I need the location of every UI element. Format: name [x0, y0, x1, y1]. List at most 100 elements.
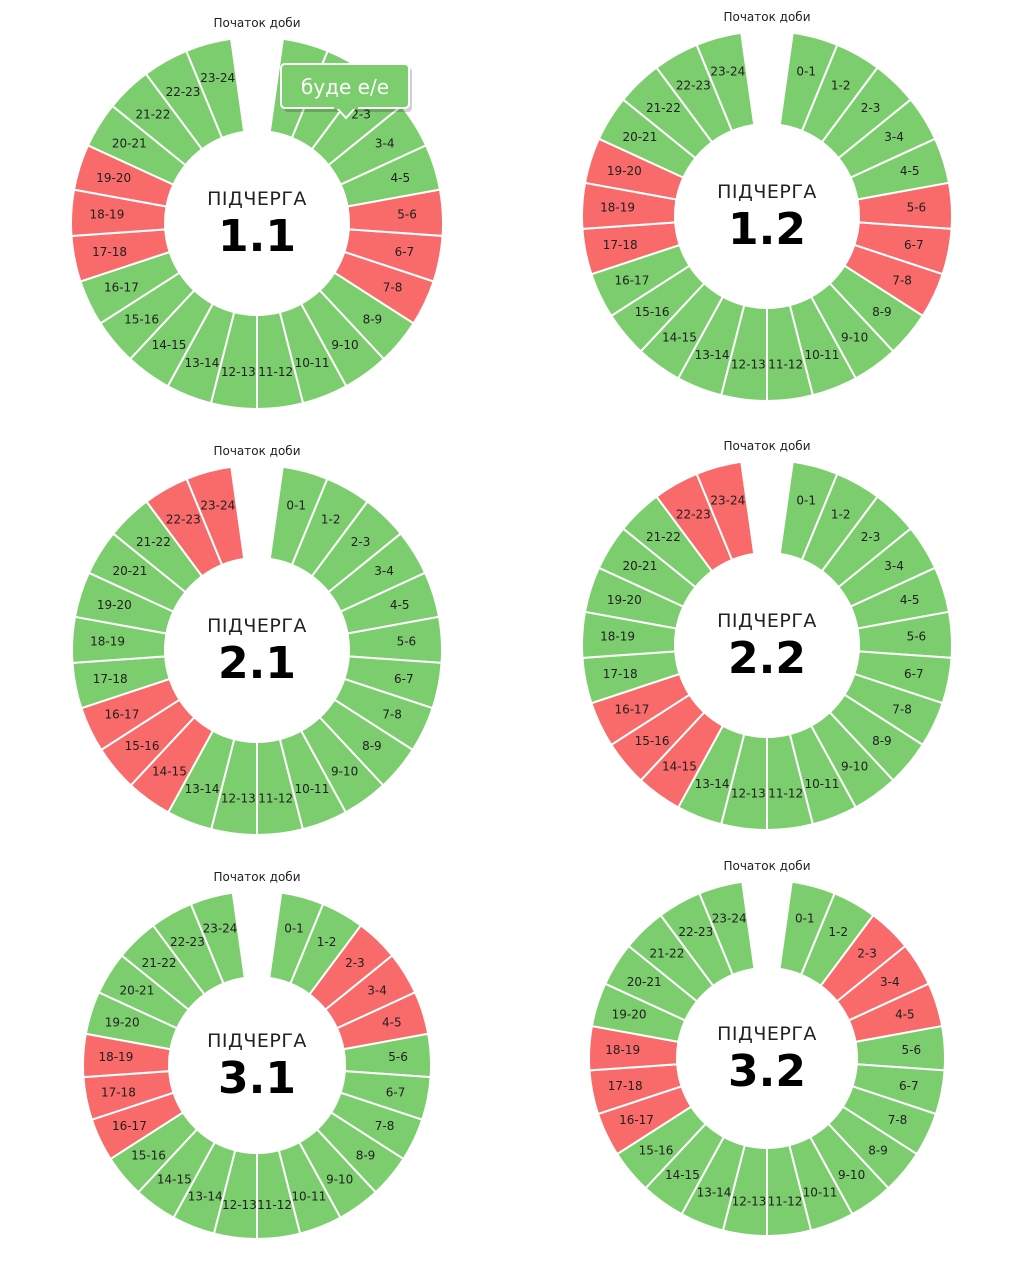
hour-label: 1-2: [831, 508, 851, 522]
hour-label: 20-21: [112, 137, 147, 151]
hour-label: 22-23: [676, 508, 711, 522]
subqueue-label: ПІДЧЕРГА: [207, 615, 307, 637]
hour-label: 19-20: [607, 164, 642, 178]
hour-label: 5-6: [907, 630, 927, 644]
hour-label: 2-3: [345, 956, 365, 970]
hour-label: 19-20: [96, 171, 131, 185]
hour-label: 15-16: [639, 1144, 674, 1158]
hour-label: 6-7: [386, 1085, 406, 1099]
hour-label: 18-19: [98, 1050, 133, 1064]
hour-label: 19-20: [607, 593, 642, 607]
hour-label: 17-18: [93, 672, 128, 686]
hour-label: 14-15: [152, 338, 187, 352]
subqueue-number: 3.1: [218, 1053, 296, 1104]
hour-label: 19-20: [97, 598, 132, 612]
hour-label: 18-19: [600, 630, 635, 644]
hour-label: 16-17: [619, 1113, 654, 1127]
subqueue-label: ПІДЧЕРГА: [207, 188, 307, 210]
hour-label: 22-23: [678, 925, 713, 939]
hour-label: 11-12: [768, 358, 803, 372]
hour-label: 0-1: [796, 65, 816, 79]
subqueue-number: 2.1: [218, 638, 296, 689]
hour-label: 17-18: [608, 1079, 643, 1093]
hour-label: 21-22: [136, 535, 171, 549]
hour-label: 1-2: [321, 513, 341, 527]
hour-segment-23-24[interactable]: [695, 460, 756, 562]
start-of-day-label: Початок доби: [723, 10, 810, 24]
hour-label: 14-15: [662, 330, 697, 344]
hour-label: 7-8: [892, 273, 912, 287]
hour-label: 18-19: [89, 208, 124, 222]
hour-segment-23-24[interactable]: [189, 891, 246, 985]
hour-segment-23-24[interactable]: [185, 465, 246, 567]
queue-chart-1.1: 0-11-22-33-44-55-66-77-88-99-1010-1111-1…: [70, 16, 444, 411]
hour-label: 20-21: [627, 975, 662, 989]
hour-label: 10-11: [804, 777, 839, 791]
hour-segment-23-24[interactable]: [695, 31, 756, 133]
hour-label: 16-17: [112, 1119, 147, 1133]
hour-label: 9-10: [841, 759, 868, 773]
hour-label: 12-13: [222, 1198, 257, 1212]
hour-label: 23-24: [203, 922, 238, 936]
hour-label: 18-19: [90, 635, 125, 649]
hour-label: 9-10: [331, 764, 358, 778]
start-of-day-label: Початок доби: [723, 439, 810, 453]
hour-label: 7-8: [888, 1113, 908, 1127]
hour-label: 6-7: [904, 238, 924, 252]
hour-label: 5-6: [397, 208, 417, 222]
hour-segment-23-24[interactable]: [698, 880, 756, 977]
hour-label: 3-4: [375, 137, 395, 151]
start-of-day-label: Початок доби: [723, 859, 810, 873]
hour-label: 12-13: [221, 792, 256, 806]
hour-label: 2-3: [861, 530, 881, 544]
hour-label: 14-15: [157, 1173, 192, 1187]
hour-label: 4-5: [382, 1016, 402, 1030]
hour-label: 12-13: [731, 787, 766, 801]
hour-label: 16-17: [104, 707, 139, 721]
start-of-day-label: Початок доби: [213, 16, 300, 30]
hour-segment-23-24[interactable]: [185, 37, 246, 140]
hour-label: 21-22: [142, 956, 177, 970]
hour-label: 11-12: [257, 1198, 292, 1212]
hour-label: 10-11: [803, 1186, 838, 1200]
subqueue-label: ПІДЧЕРГА: [207, 1030, 307, 1052]
hour-label: 21-22: [646, 530, 681, 544]
hour-label: 6-7: [395, 245, 415, 259]
hour-label: 13-14: [695, 777, 730, 791]
hour-label: 8-9: [356, 1149, 376, 1163]
hour-label: 11-12: [258, 365, 293, 379]
hour-label: 14-15: [152, 764, 187, 778]
hour-label: 10-11: [294, 782, 329, 796]
subqueue-label: ПІДЧЕРГА: [717, 610, 817, 632]
hour-label: 5-6: [388, 1050, 408, 1064]
hour-label: 18-19: [605, 1043, 640, 1057]
hour-label: 11-12: [258, 792, 293, 806]
hour-label: 17-18: [603, 667, 638, 681]
hour-label: 7-8: [382, 707, 402, 721]
hour-label: 1-2: [831, 79, 851, 93]
hour-label: 10-11: [295, 356, 330, 370]
hour-label: 3-4: [367, 984, 387, 998]
hour-label: 3-4: [884, 559, 904, 573]
hour-label: 11-12: [768, 787, 803, 801]
subqueue-label: ПІДЧЕРГА: [717, 181, 817, 203]
hour-label: 4-5: [390, 171, 410, 185]
hour-label: 2-3: [861, 101, 881, 115]
hour-label: 14-15: [665, 1168, 700, 1182]
tooltip-text: буде е/е: [301, 75, 389, 99]
hour-label: 20-21: [622, 130, 657, 144]
hour-label: 8-9: [362, 739, 382, 753]
hour-label: 23-24: [712, 912, 747, 926]
hour-label: 4-5: [390, 598, 410, 612]
hour-label: 19-20: [612, 1008, 647, 1022]
hour-label: 15-16: [131, 1149, 166, 1163]
hour-label: 1-2: [828, 925, 848, 939]
hour-label: 9-10: [331, 338, 358, 352]
hour-label: 15-16: [124, 312, 159, 326]
queue-chart-2.1: 0-1 1-2 2-3 3-4 4-5 5-6 6-7 7-8 8-9 9-1010-1111-1…: [71, 444, 443, 837]
hour-label: 8-9: [872, 734, 892, 748]
hour-label: 7-8: [383, 281, 403, 295]
hour-label: 23-24: [200, 71, 235, 85]
hour-label: 17-18: [603, 238, 638, 252]
